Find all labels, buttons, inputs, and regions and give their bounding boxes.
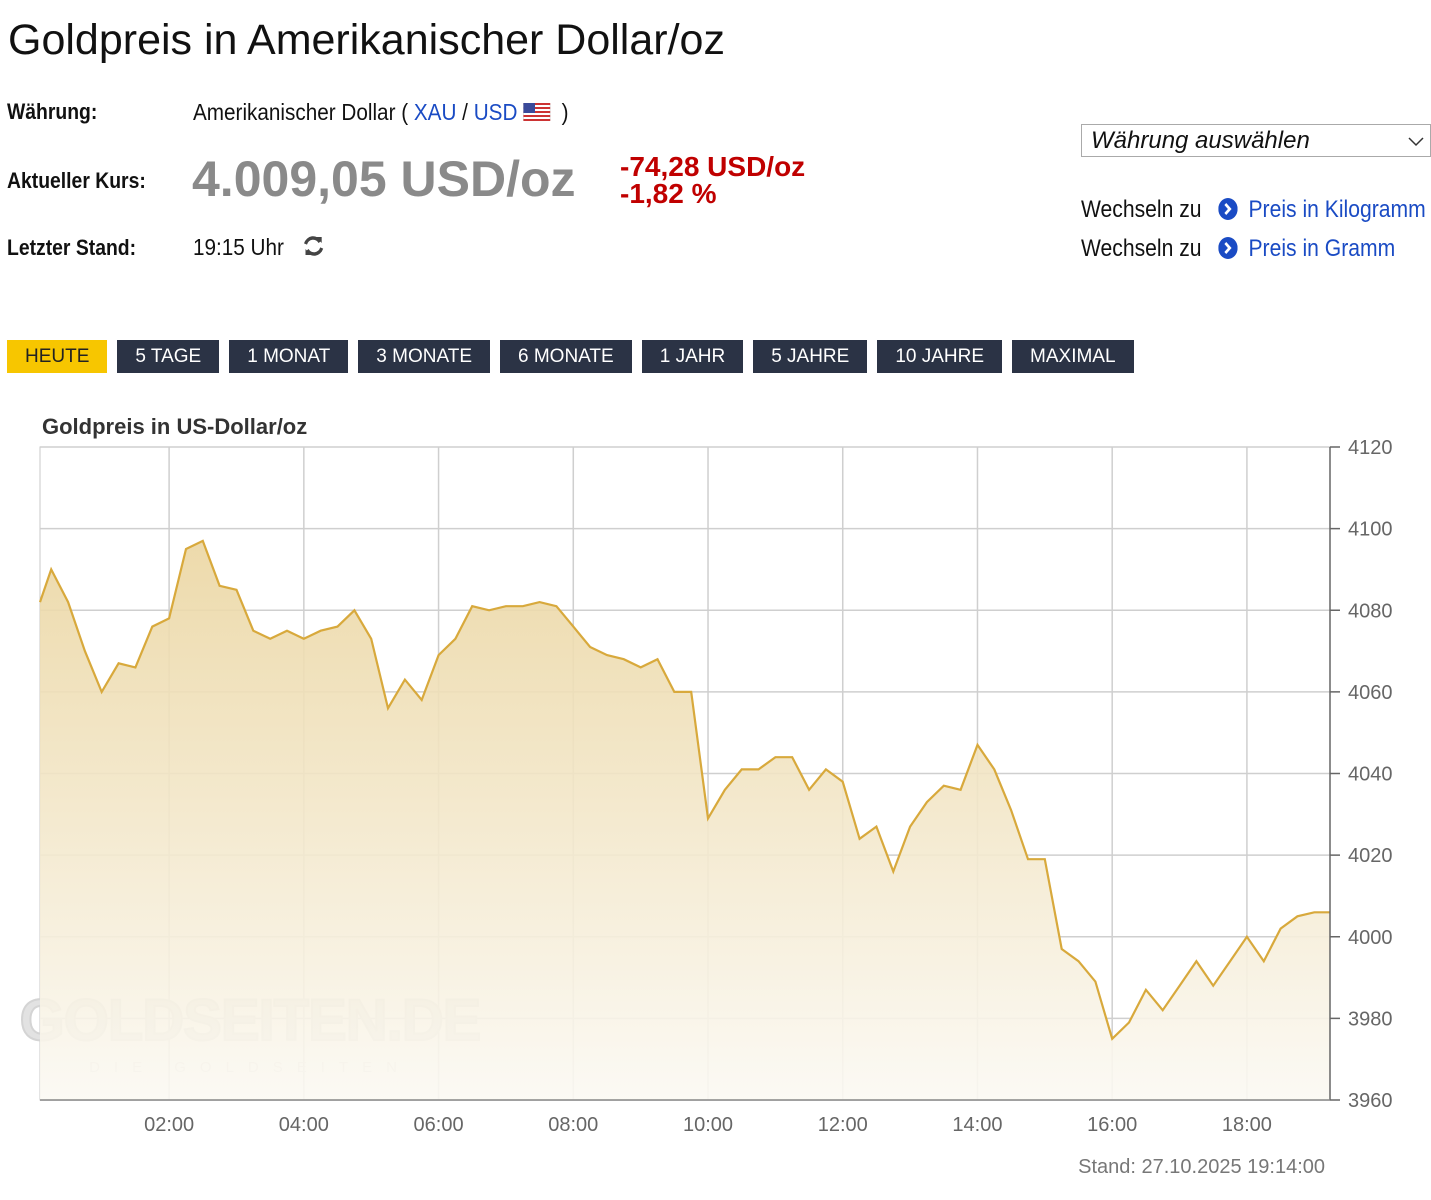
x-tick-label: 08:00: [548, 1114, 598, 1136]
currency-value: Amerikanischer Dollar ( XAU / USD ): [193, 99, 569, 126]
x-tick-label: 12:00: [818, 1114, 868, 1136]
y-tick-label: 3960: [1348, 1090, 1393, 1112]
y-tick-label: 4040: [1348, 764, 1393, 786]
x-tick-label: 06:00: [414, 1114, 464, 1136]
change-pct: -1,82 %: [620, 178, 717, 209]
arrow-icon: [1217, 237, 1238, 259]
separator: /: [462, 99, 468, 125]
x-tick-label: 14:00: [952, 1114, 1002, 1136]
price-line: [38, 539, 1330, 1041]
chart-footer: Stand: 27.10.2025 19:14:00: [1078, 1156, 1325, 1178]
area-fill: [40, 540, 1330, 1100]
page-title: Goldpreis in Amerikanischer Dollar/oz: [8, 16, 725, 64]
range-tab[interactable]: 5 JAHRE: [753, 340, 868, 373]
select-text: Währung auswählen: [1091, 127, 1310, 154]
y-tick-label: 4120: [1348, 437, 1393, 459]
range-tab[interactable]: 5 TAGE: [117, 340, 220, 373]
paren: ): [561, 99, 569, 125]
change-abs: -74,28 USD/oz: [620, 151, 806, 182]
range-tab[interactable]: 10 JAHRE: [877, 340, 1003, 373]
range-tab[interactable]: MAXIMAL: [1012, 340, 1134, 373]
currency-name: Amerikanischer Dollar (: [193, 99, 409, 125]
code-link[interactable]: XAU: [413, 99, 457, 125]
range-tab[interactable]: 6 MONATE: [500, 340, 632, 373]
link-prefix: Wechseln zu: [1081, 235, 1202, 262]
y-tick-label: 4060: [1348, 682, 1393, 704]
x-tick-label: 02:00: [144, 1114, 194, 1136]
y-tick-label: 4100: [1348, 519, 1393, 541]
time-value: 19:15 Uhr: [193, 234, 326, 261]
time-label: Letzter Stand:: [7, 235, 137, 260]
us-flag: [522, 102, 551, 122]
refresh-icon[interactable]: [302, 234, 325, 258]
time: 19:15 Uhr: [193, 234, 284, 260]
x-tick-label: 16:00: [1087, 1114, 1137, 1136]
y-tick-label: 4000: [1348, 927, 1393, 949]
switch-link: Wechseln zu Preis in Kilogramm: [1081, 196, 1426, 224]
range-tab[interactable]: 3 MONATE: [358, 340, 490, 373]
y-tick-label: 4020: [1348, 845, 1393, 867]
x-tick-label: 10:00: [683, 1114, 733, 1136]
range-tab[interactable]: 1 MONAT: [229, 340, 349, 373]
chart: Goldpreis in US-Dollar/oz 3960 3980 4000 402…: [19, 414, 1393, 1178]
code-link[interactable]: USD: [473, 99, 518, 125]
y-tick-label: 3980: [1348, 1008, 1393, 1030]
currency-select[interactable]: Währung auswählen: [1081, 124, 1431, 157]
arrow-icon: [1217, 198, 1238, 220]
link[interactable]: Preis in Kilogramm: [1248, 196, 1426, 223]
chevron: [1408, 137, 1424, 147]
price-label: Aktueller Kurs:: [7, 168, 146, 193]
chart-title: Goldpreis in US-Dollar/oz: [42, 414, 307, 439]
link-prefix: Wechseln zu: [1081, 196, 1202, 223]
x-tick-label: 04:00: [279, 1114, 329, 1136]
range-tab[interactable]: HEUTE: [7, 340, 108, 373]
switch-link: Wechseln zu Preis in Gramm: [1081, 235, 1395, 263]
range-tab[interactable]: 1 JAHR: [641, 340, 744, 373]
currency-label: Währung:: [7, 99, 98, 124]
price: 4.009,05 USD/oz: [192, 151, 576, 207]
x-tick-label: 18:00: [1222, 1114, 1272, 1136]
y-tick-label: 4080: [1348, 600, 1393, 622]
range-tabs: HEUTE 5 TAGE 1 MONAT 3 MONATE 6 MONATE 1 JAHR…: [7, 340, 1134, 373]
link[interactable]: Preis in Gramm: [1248, 235, 1396, 262]
